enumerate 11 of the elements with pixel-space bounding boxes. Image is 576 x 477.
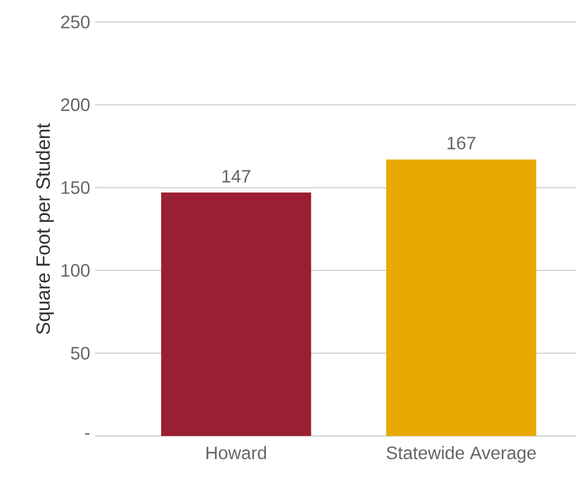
- x-tick-label: Statewide Average: [386, 446, 536, 463]
- y-tick-label: 50: [70, 346, 90, 360]
- y-tick-label: -: [85, 433, 90, 435]
- y-tick-label: 200: [61, 98, 90, 112]
- x-tick-label: Howard: [206, 446, 266, 460]
- y-tick-label: 100: [62, 264, 90, 277]
- y-tick-label: 150: [62, 181, 90, 194]
- data-label: 167: [448, 136, 476, 150]
- y-axis-title: Square Foot per Student: [36, 123, 54, 334]
- data-label: 147: [222, 170, 250, 183]
- y-tick-label: 250: [61, 16, 90, 28]
